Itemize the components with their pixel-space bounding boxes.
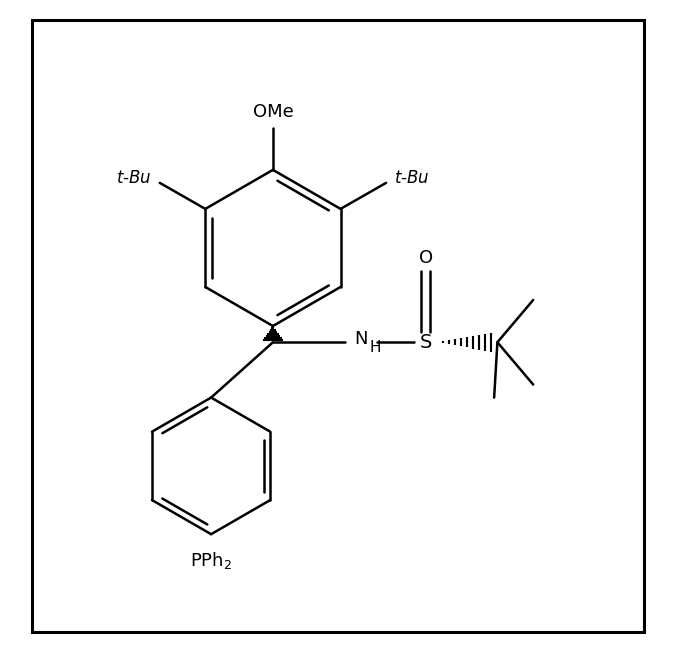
Text: $t$-Bu: $t$-Bu [116, 169, 152, 186]
Text: H: H [370, 340, 381, 355]
Text: N: N [354, 330, 368, 348]
Text: OMe: OMe [253, 103, 293, 121]
Text: O: O [418, 250, 433, 267]
Text: $t$-Bu: $t$-Bu [394, 169, 430, 186]
Text: S: S [420, 333, 432, 352]
Text: PPh$_2$: PPh$_2$ [190, 550, 232, 571]
